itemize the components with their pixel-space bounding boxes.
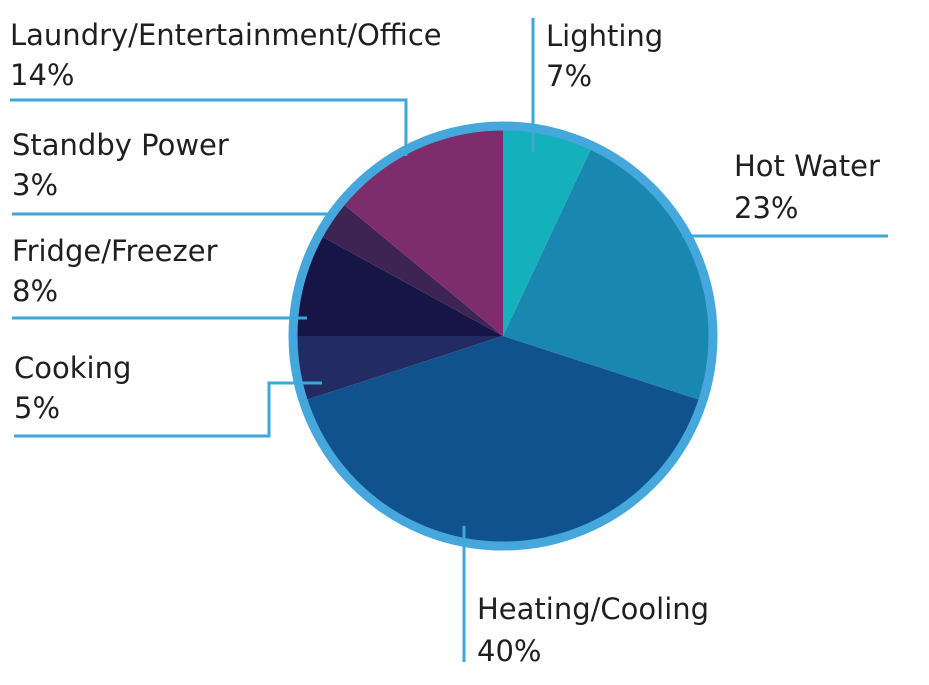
pie-slices: [293, 126, 713, 546]
pie-slice-heating-cooling: [303, 336, 703, 546]
value-lighting: 7%: [546, 59, 592, 93]
label-laundry-entertainment-office: Laundry/Entertainment/Office: [10, 18, 442, 52]
leader-lines: [10, 18, 888, 662]
pie-rim: [288, 121, 718, 551]
label-lighting: Lighting: [546, 19, 663, 53]
pie-slice-cooking: [293, 336, 503, 401]
label-fridge-freezer: Fridge/Freezer: [12, 234, 218, 268]
pie-slice-fridge-freezer: [293, 234, 503, 336]
value-heating-cooling: 40%: [477, 634, 541, 668]
label-cooking: Cooking: [14, 351, 131, 385]
value-laundry-entertainment-office: 14%: [10, 58, 74, 92]
value-cooking: 5%: [14, 391, 60, 425]
pie-slice-laundry-entertainment-office: [341, 126, 503, 336]
label-standby-power: Standby Power: [12, 128, 229, 162]
label-hot-water: Hot Water: [734, 149, 880, 183]
leader-cooking: [14, 381, 322, 438]
leader-laundry-entertainment-office: [10, 98, 408, 156]
value-fridge-freezer: 8%: [12, 274, 58, 308]
value-hot-water: 23%: [734, 191, 798, 225]
pie-slice-standby-power: [318, 202, 503, 336]
label-heating-cooling: Heating/Cooling: [477, 592, 709, 626]
pie-slice-lighting: [503, 126, 593, 336]
pie-slice-hot-water: [503, 145, 713, 401]
value-standby-power: 3%: [12, 168, 58, 202]
